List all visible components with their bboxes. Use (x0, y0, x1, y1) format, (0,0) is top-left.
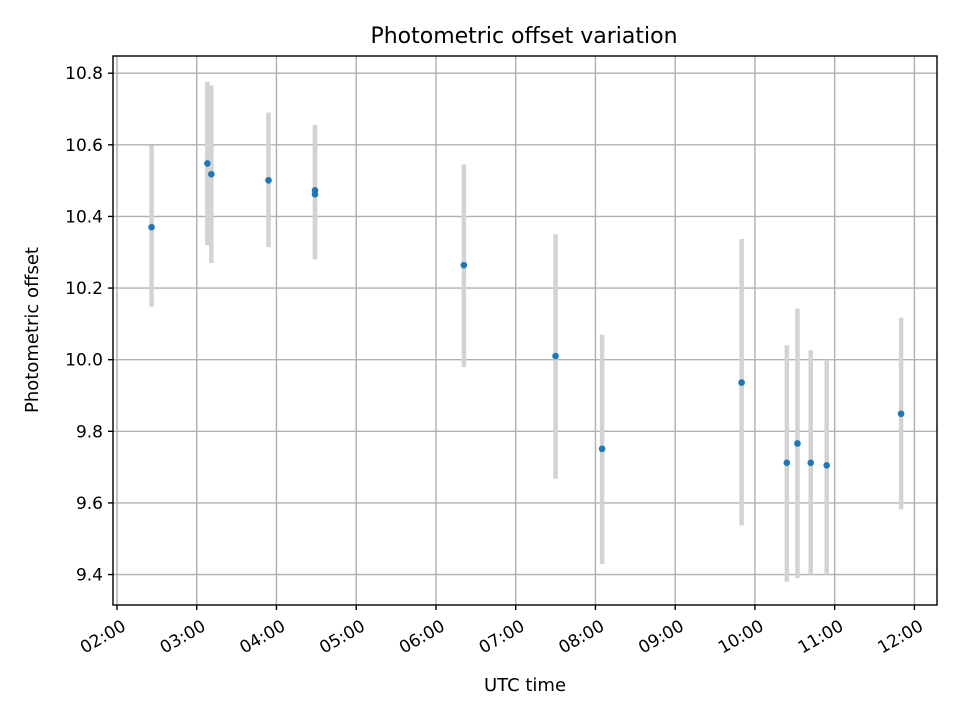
chart-title: Photometric offset variation (370, 24, 677, 49)
plot-frame (112, 55, 938, 606)
data-point (794, 440, 801, 447)
data-points (148, 160, 905, 469)
y-tick-label: 9.6 (76, 494, 103, 514)
y-tick-label: 10.4 (65, 207, 103, 227)
data-point (311, 190, 319, 198)
data-point (460, 261, 468, 269)
data-point (148, 223, 155, 231)
data-point (807, 459, 815, 467)
data-point (738, 379, 745, 386)
data-point (823, 462, 830, 469)
y-tick-label: 10.6 (65, 136, 103, 156)
data-point (598, 445, 606, 453)
y-axis-ticks: 9.4 9.6 9.8 10.0 10.2 10.4 10.6 10.8 (65, 64, 113, 586)
grid (113, 56, 937, 605)
data-point (208, 170, 215, 178)
y-tick-label: 10.8 (65, 64, 103, 84)
y-tick-label: 9.4 (76, 566, 103, 586)
data-point (265, 176, 272, 184)
data-point (783, 459, 791, 467)
data-point (897, 410, 905, 418)
data-point (552, 352, 559, 360)
y-tick-label: 9.8 (76, 422, 103, 442)
y-tick-label: 10.0 (65, 351, 103, 371)
data-point (204, 160, 211, 167)
x-axis-label: UTC time (484, 675, 566, 696)
y-axis-label: Photometric offset (22, 247, 43, 413)
y-tick-label: 10.2 (65, 279, 103, 299)
